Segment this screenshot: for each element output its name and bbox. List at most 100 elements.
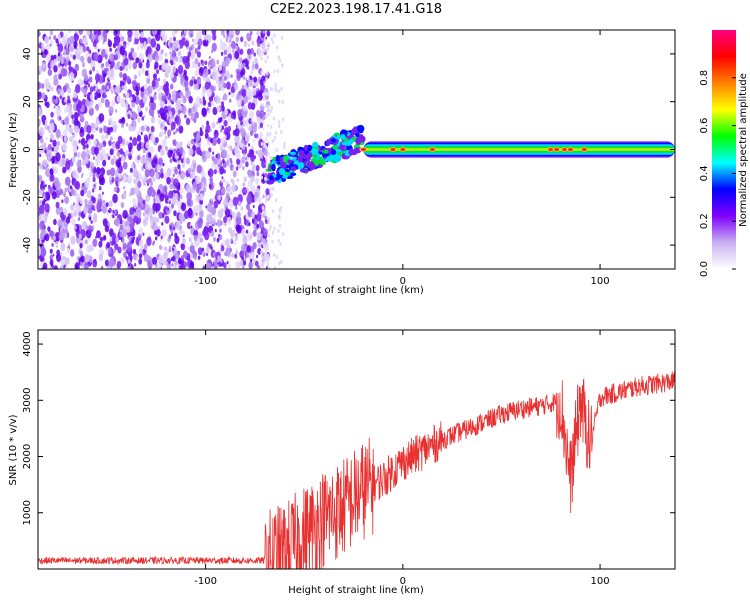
spectrogram-noise-blob [163,42,166,46]
spectrogram-noise-blob [234,148,241,158]
spectrogram-noise-blob [177,197,181,202]
spectrogram-noise-blob [122,161,128,170]
spectrogram-noise-blob [105,98,108,103]
spectrogram-noise-blob [156,263,161,269]
spectrogram-noise-blob [76,160,82,168]
spectrogram-noise-blob [276,45,279,50]
spectrogram-noise-blob [92,215,98,223]
spectrogram-noise-blob [242,235,248,245]
spectrogram-noise-blob [272,40,275,45]
spectrogram-noise-blob [87,237,90,242]
spectrogram-noise-blob [219,228,222,233]
spectrogram-noise-blob [78,30,83,35]
spectrogram-noise-blob [98,186,102,191]
spectrogram-noise-blob [202,229,207,237]
spectrogram-noise-blob [271,138,275,143]
spectrogram-noise-blob [78,233,83,240]
spectrogram-transition-blob [290,166,297,172]
spectrogram-noise-blob [137,118,141,123]
spectrogram-noise-blob [271,209,275,214]
spectrogram-noise-blob [233,83,239,91]
spectrogram-noise-blob [273,33,276,38]
spectrogram-noise-blob [268,227,271,232]
spectrogram-noise-blob [133,74,137,80]
spectrogram-noise-blob [51,243,54,247]
spectrogram-noise-blob [170,121,176,131]
spectrogram-transition-blob [303,151,309,155]
spectrogram-noise-blob [211,162,215,168]
spectrogram-transition-blob [331,138,336,143]
spectrogram-noise-blob [98,240,103,248]
spectrogram-noise-blob [49,133,55,141]
spectrogram-noise-blob [222,96,225,101]
spectrogram-noise-blob [90,195,94,202]
spectrogram-noise-blob [246,194,252,204]
spectrogram-noise-blob [188,237,192,243]
spectrogram-noise-blob [197,218,203,229]
spectrogram-noise-blob [169,98,172,103]
spectrogram-noise-blob [83,206,88,215]
y-tick-label: 20 [22,95,33,108]
spectrogram-noise-blob [110,158,115,166]
spectrogram-noise-blob [226,260,229,265]
spectrogram-noise-blob [149,146,154,154]
spectrogram-noise-blob [159,107,165,117]
spectrogram-noise-blob [243,153,246,157]
spectrogram-noise-blob [84,198,88,205]
spectrogram-noise-blob [257,91,264,101]
spectrogram-noise-blob [239,142,244,148]
spectrogram-noise-blob [207,101,212,108]
spectrogram-noise-blob [164,52,168,57]
spectrogram-noise-blob [137,46,140,51]
spectrogram-noise-blob [226,159,230,165]
spectrogram-noise-blob [260,57,263,61]
spectrogram-noise-blob [44,119,48,125]
spectrogram-noise-blob [222,262,227,269]
spectrogram-noise-blob [150,125,155,133]
spectrogram-noise-blob [64,187,68,193]
spectrogram-noise-blob [184,79,189,88]
spectrogram-noise-blob [47,157,51,163]
spectrogram-noise-blob [119,224,124,231]
spectrogram-noise-blob [50,230,55,237]
spectrogram-noise-blob [67,87,72,94]
spectrogram-noise-blob [216,237,220,243]
spectrogram-noise-blob [81,68,87,78]
spectrogram-noise-blob [257,196,262,204]
spectrogram-noise-blob [252,61,255,65]
snr-series-line [38,371,675,569]
spectrogram-noise-blob [89,93,94,101]
spectrogram-noise-blob [84,253,90,263]
spectrogram-noise-blob [157,118,162,125]
spectrogram-noise-blob [126,75,131,83]
spectrogram-noise-blob [223,49,228,56]
spectrogram-noise-blob [267,257,270,262]
spectrogram-noise-blob [260,70,263,75]
spectrogram-noise-blob [251,164,256,172]
spectrogram-noise-blob [60,119,63,124]
spectrogram-noise-blob [266,254,270,259]
spectrogram-noise-blob [270,192,273,197]
spectrogram-noise-blob [204,81,210,90]
spectrogram-noise-blob [141,142,145,148]
spectrogram-noise-blob [97,30,102,36]
spectrogram-noise-blob [175,251,180,260]
spectrogram-noise-blob [40,180,44,185]
spectrogram-noise-blob [141,116,145,121]
spectrogram-noise-blob [79,38,83,44]
spectrogram-noise-blob [127,114,131,119]
spectrogram-noise-blob [134,185,140,195]
spectrogram-noise-blob [205,205,208,209]
spectrogram-noise-blob [173,61,176,66]
spectrogram-noise-blob [223,119,228,127]
spectrogram-noise-blob [200,59,203,64]
spectrogram-noise-blob [76,151,81,159]
spectrogram-y-ticks: -40 -20 0 20 40 [22,48,675,253]
spectrogram-noise-blob [96,166,101,175]
spectrogram-noise-blob [236,178,239,183]
spectrogram-noise-blob [161,95,166,102]
spectrogram-noise-blob [138,61,143,69]
spectrogram-noise-blob [78,139,81,144]
spectrogram-noise-blob [181,155,184,160]
spectrogram-noise-blob [112,214,115,219]
